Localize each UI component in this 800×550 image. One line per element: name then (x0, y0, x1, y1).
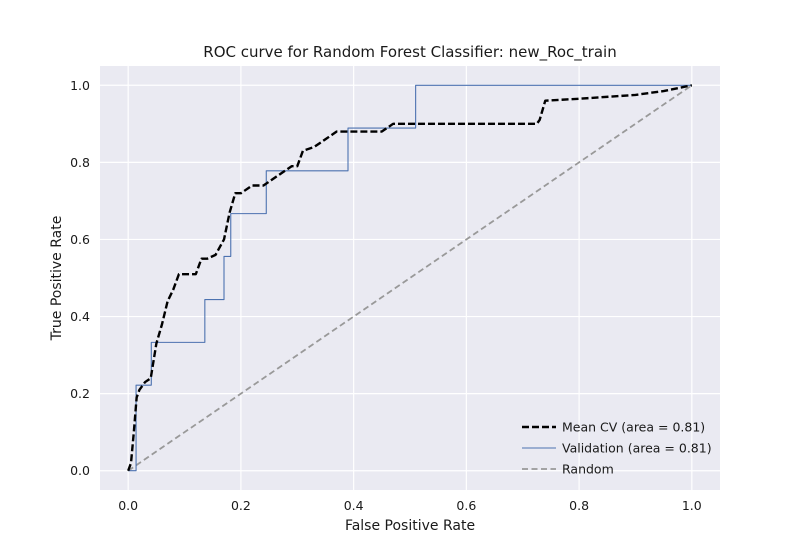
legend-label: Validation (area = 0.81) (562, 441, 712, 456)
series-line-0 (127, 84, 693, 472)
y-tick-label: 0.2 (70, 386, 90, 401)
x-tick-label: 0.8 (569, 498, 589, 513)
y-axis-label: True Positive Rate (49, 216, 65, 342)
x-tick-label: 0.6 (456, 498, 476, 513)
chart-title: ROC curve for Random Forest Classifier: … (203, 43, 616, 62)
grid-lines (100, 66, 720, 490)
legend-label: Random (562, 462, 614, 477)
y-tick-label: 0.4 (70, 309, 90, 324)
series-group (127, 84, 693, 472)
y-tick-label: 0.8 (70, 155, 90, 170)
x-tick-label: 0.4 (344, 498, 364, 513)
x-tick-label: 0.0 (118, 498, 138, 513)
y-tick-label: 0.0 (70, 463, 90, 478)
y-tick-label: 0.6 (70, 232, 90, 247)
x-axis-label: False Positive Rate (345, 518, 475, 534)
series-line-1 (128, 84, 692, 472)
x-tick-labels: 0.0 0.2 0.4 0.6 0.8 1.0 (118, 498, 702, 513)
y-tick-label: 1.0 (70, 78, 90, 93)
y-tick-labels: 0.0 0.2 0.4 0.6 0.8 1.0 (70, 78, 90, 478)
legend-label: Mean CV (area = 0.81) (562, 420, 705, 435)
x-tick-label: 1.0 (682, 498, 702, 513)
legend: Mean CV (area = 0.81) Validation (area = … (522, 420, 712, 477)
x-tick-label: 0.2 (231, 498, 251, 513)
